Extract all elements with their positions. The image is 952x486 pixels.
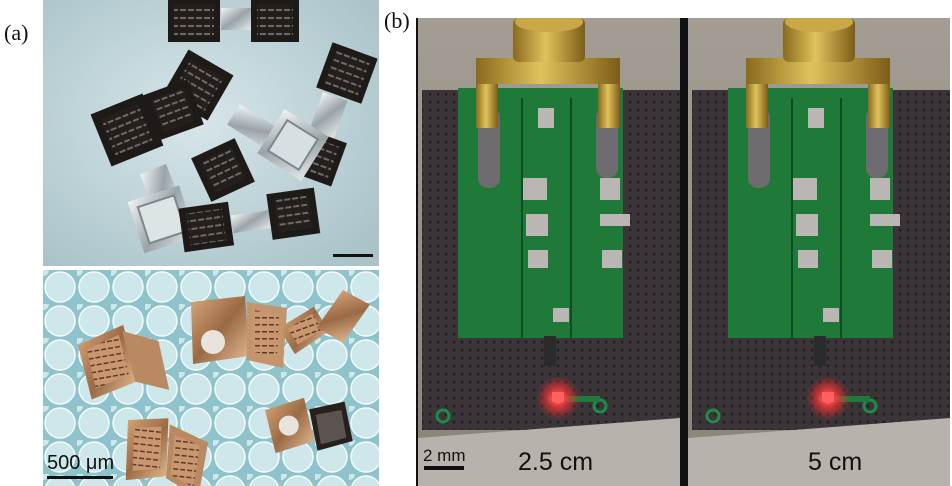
folded-structures-photo bbox=[43, 270, 379, 486]
panel-b-label: (b) bbox=[384, 8, 410, 33]
distance-label-right: 5 cm bbox=[808, 448, 863, 476]
panel-a-label: (a) bbox=[4, 20, 29, 45]
scale-bar-label-2mm: 2 mm bbox=[423, 446, 466, 465]
planar-chips-photo bbox=[43, 0, 379, 266]
pcb-demo-photo bbox=[416, 18, 950, 486]
distance-label-left: 2.5 cm bbox=[518, 448, 594, 476]
scale-bar-label-500um: 500 μm bbox=[47, 452, 115, 474]
